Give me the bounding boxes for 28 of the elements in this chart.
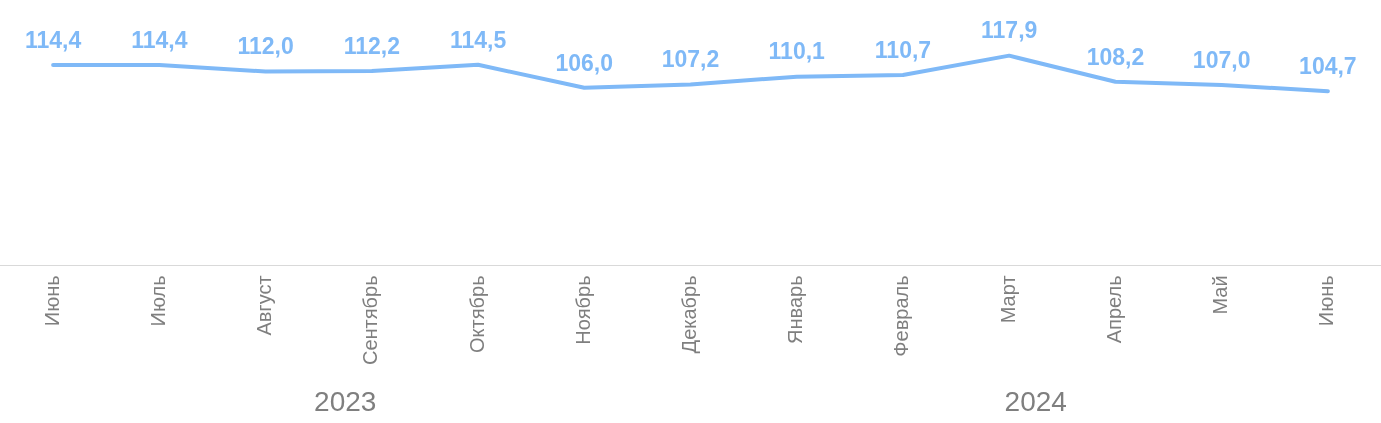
- data-label: 107,0: [1192, 46, 1251, 73]
- x-tick-label: Август: [253, 275, 276, 336]
- data-label: 106,0: [555, 49, 614, 76]
- data-label: 114,4: [24, 26, 82, 53]
- x-tick-label: Март: [996, 275, 1019, 324]
- x-tick-label: Декабрь: [678, 275, 701, 354]
- x-tick-label: Июль: [146, 275, 169, 327]
- text: 2023: [314, 385, 377, 417]
- data-label: 117,9: [981, 17, 1038, 44]
- data-label: 112,0: [237, 33, 294, 60]
- x-tick-label: Январь: [784, 275, 807, 344]
- x-tick-label: Сентябрь: [359, 275, 382, 366]
- x-tick-label: Апрель: [1102, 275, 1125, 344]
- data-label: 107,2: [661, 46, 720, 73]
- data-label: 110,7: [874, 36, 932, 63]
- x-tick-label: Февраль: [890, 275, 913, 357]
- data-label: 112,2: [343, 32, 400, 59]
- x-tick-label: Июнь: [40, 275, 63, 327]
- x-tick-label: Октябрь: [465, 275, 488, 353]
- data-label: 110,1: [768, 38, 826, 65]
- text: 2024: [1004, 385, 1067, 417]
- x-tick-label: Ноябрь: [571, 275, 594, 345]
- data-label: 108,2: [1086, 43, 1145, 70]
- data-label: 104,7: [1299, 53, 1357, 80]
- x-tick-label: Июнь: [1315, 275, 1338, 327]
- data-label: 114,5: [449, 26, 507, 53]
- x-tick-label: Май: [1209, 275, 1232, 315]
- data-label: 114,4: [131, 26, 188, 53]
